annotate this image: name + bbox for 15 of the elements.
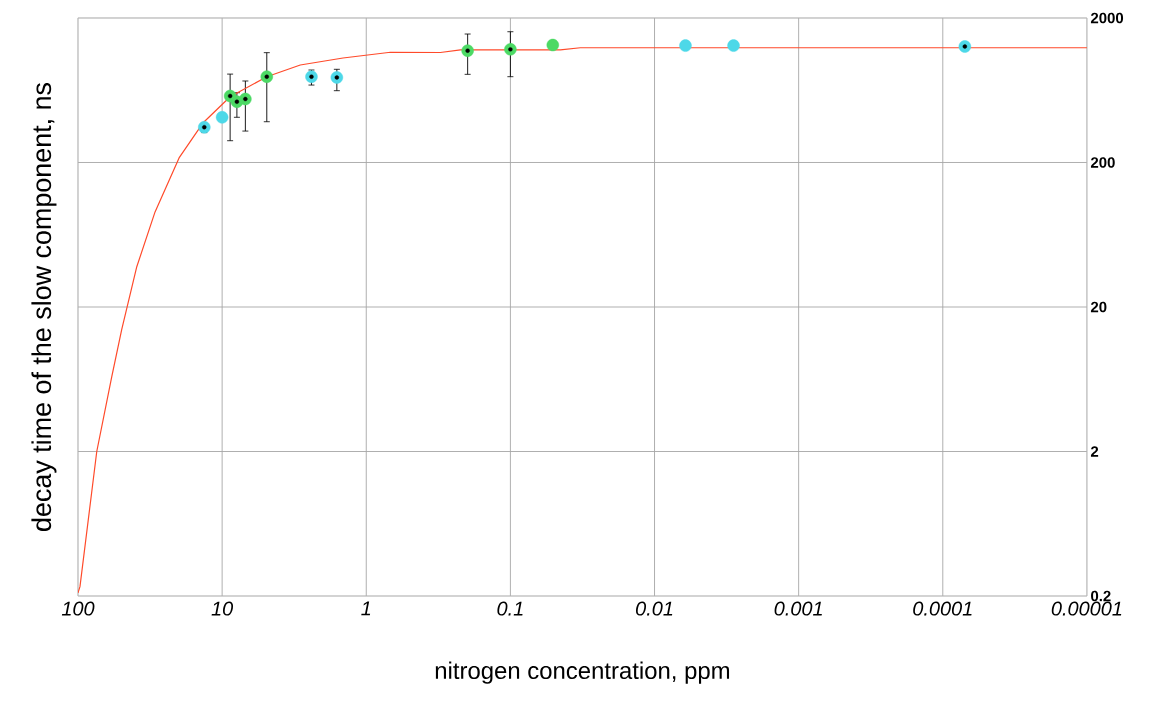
x-tick-label: 0.1 bbox=[497, 601, 523, 616]
x-tick-label: 0.001 bbox=[774, 601, 822, 616]
x-tick-label: 10 bbox=[211, 601, 234, 616]
x-tick-label: 1 bbox=[361, 601, 371, 616]
y-tick-label: 20 bbox=[1090, 301, 1107, 313]
y-tick-label: 2000 bbox=[1090, 12, 1124, 24]
x-tick-label: 0.00001 bbox=[1051, 601, 1122, 616]
x-tick-label: 0.0001 bbox=[913, 601, 972, 616]
x-axis-title: nitrogen concentration, ppm bbox=[435, 661, 730, 684]
y-tick-label: 0.2 bbox=[1091, 590, 1111, 602]
y-axis-title: decay time of the slow component, ns bbox=[31, 83, 57, 531]
y-tick-label: 200 bbox=[1090, 157, 1115, 168]
x-tick-label: 0.01 bbox=[635, 601, 673, 616]
x-tick-label: 100 bbox=[61, 601, 95, 616]
y-tick-label: 2 bbox=[1090, 446, 1099, 457]
